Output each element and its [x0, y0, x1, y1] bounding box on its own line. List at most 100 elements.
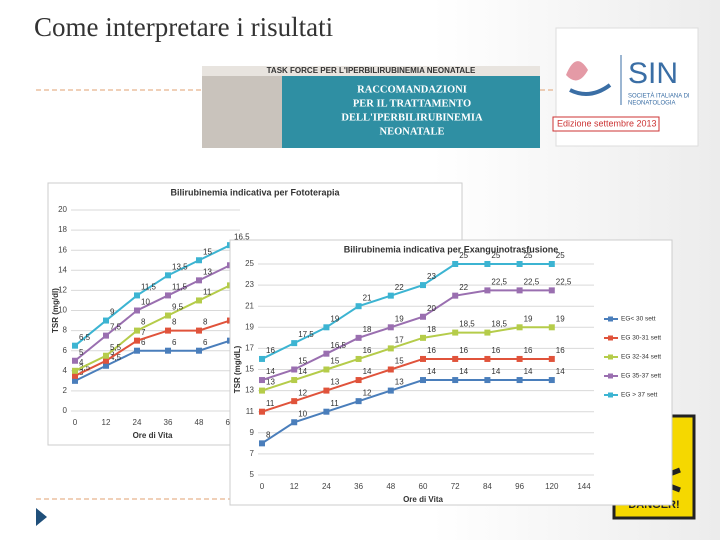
chart-background — [229, 239, 673, 506]
data-point — [196, 347, 202, 354]
data-point — [259, 355, 265, 362]
data-point — [259, 408, 265, 415]
legend-label: EG 32-34 sett — [621, 354, 661, 361]
data-label: 16,5 — [330, 341, 346, 350]
data-label: 5,5 — [110, 343, 122, 352]
data-point — [165, 272, 171, 279]
data-point — [387, 366, 394, 373]
data-label: 15 — [330, 357, 339, 366]
data-point — [420, 334, 426, 341]
y-axis-label: TSR (mg/dl) — [51, 288, 60, 333]
data-point — [72, 367, 78, 374]
data-point — [452, 355, 459, 362]
data-label: 14 — [363, 367, 372, 376]
series-line — [74, 264, 231, 362]
data-label: 19 — [395, 314, 404, 323]
legend-label: EG 30-31 sett — [621, 335, 661, 342]
data-label: 5 — [79, 348, 84, 357]
data-label: 9,5 — [172, 303, 184, 312]
data-label: 7 — [141, 328, 146, 337]
data-label: 11,5 — [141, 283, 157, 292]
data-point — [323, 366, 330, 373]
logo-edition: Edizione settembre 2013 — [557, 118, 657, 128]
data-point — [72, 342, 78, 349]
x-tick-label: 0 — [260, 482, 265, 491]
y-tick-label: 6 — [63, 346, 68, 355]
data-point — [355, 334, 362, 341]
logo-society: NEONATOLOGIA — [628, 101, 675, 107]
banner: TASK FORCE PER L'IPERBILIRUBINEMIA NEONA… — [202, 66, 540, 148]
data-point — [548, 324, 555, 331]
data-label: 6 — [172, 338, 177, 347]
x-axis-label: Ore di Vita — [133, 431, 173, 440]
data-label: 23 — [427, 272, 436, 281]
data-point — [165, 347, 171, 354]
data-label: 12 — [298, 388, 307, 397]
data-point — [103, 317, 109, 324]
data-label: 14 — [491, 367, 500, 376]
data-point — [516, 261, 523, 267]
series-line — [74, 319, 231, 377]
data-label: 19 — [524, 314, 533, 323]
data-label: 22,5 — [524, 277, 540, 286]
data-point — [165, 292, 171, 299]
data-point — [103, 357, 109, 364]
data-point — [420, 377, 426, 384]
data-label: 25 — [491, 251, 500, 260]
data-point — [516, 355, 523, 362]
data-point — [516, 377, 523, 384]
data-label: 22,5 — [556, 277, 572, 286]
data-label: 10 — [141, 298, 150, 307]
data-label: 5 — [110, 348, 115, 357]
data-label: 16 — [556, 346, 565, 355]
data-point — [387, 292, 394, 299]
y-tick-label: 0 — [63, 406, 68, 415]
y-tick-label: 10 — [58, 306, 67, 315]
data-point — [548, 355, 555, 362]
data-point — [291, 377, 298, 384]
data-label: 4 — [79, 358, 84, 367]
data-label: 14 — [298, 367, 307, 376]
data-point — [323, 408, 330, 415]
data-label: 18,5 — [459, 320, 475, 329]
data-point — [548, 377, 555, 384]
data-label: 19 — [330, 314, 339, 323]
data-label: 22,5 — [491, 277, 507, 286]
legend-label: EG > 37 sett — [621, 392, 658, 399]
data-point — [516, 324, 523, 331]
data-label: 20 — [427, 304, 436, 313]
y-tick-label: 12 — [58, 286, 67, 295]
banner-line: RACCOMANDAZIONI — [357, 84, 467, 95]
data-label: 6,5 — [79, 333, 91, 342]
data-label: 17,5 — [298, 330, 314, 339]
data-point — [355, 355, 362, 362]
data-label: 11 — [330, 399, 339, 408]
data-label: 15 — [298, 357, 307, 366]
x-tick-label: 36 — [354, 482, 363, 491]
data-label: 15 — [395, 357, 404, 366]
data-label: 12 — [363, 388, 372, 397]
y-tick-label: 16 — [58, 245, 67, 254]
data-label: 22 — [459, 283, 468, 292]
bullet — [36, 508, 47, 526]
slide-title: Come interpretare i risultati — [34, 12, 333, 42]
data-label: 18,5 — [491, 320, 507, 329]
x-tick-label: 72 — [451, 482, 460, 491]
data-label: 17 — [395, 336, 404, 345]
data-point — [134, 307, 140, 314]
data-label: 16 — [491, 346, 500, 355]
data-point — [259, 387, 265, 394]
banner-line: DELL'IPERBILIRUBINEMIA — [341, 112, 483, 123]
banner-line: NEONATALE — [380, 126, 445, 137]
data-point — [420, 355, 426, 362]
data-label: 6 — [203, 338, 208, 347]
data-point — [323, 324, 330, 331]
logo: SIN SOCIETÀ ITALIANA DI NEONATOLOGIA Edi… — [552, 27, 699, 147]
series-line — [261, 379, 552, 445]
data-point — [387, 324, 394, 331]
series-line — [261, 263, 552, 360]
data-point — [387, 387, 394, 394]
series-line — [261, 326, 552, 392]
